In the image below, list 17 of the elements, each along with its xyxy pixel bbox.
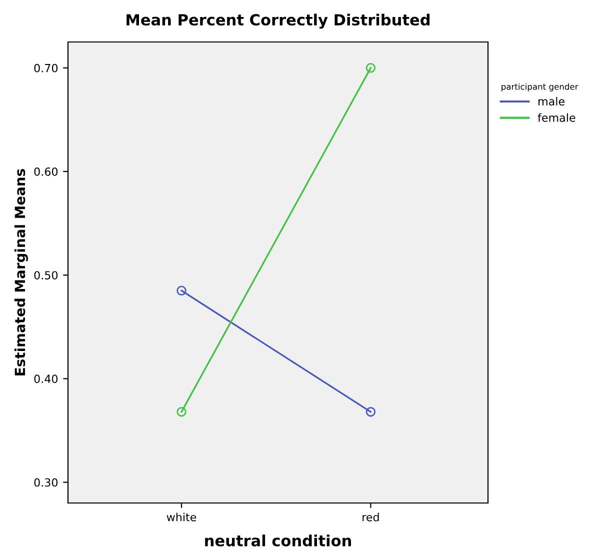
x-tick-label: white: [166, 512, 196, 522]
point: [176, 406, 186, 417]
x-axis-title: neutral condition: [205, 534, 351, 546]
point: [366, 63, 376, 73]
y-tick-label: 0.40: [34, 374, 58, 384]
point: [366, 406, 376, 417]
legend-label: male: [538, 96, 564, 106]
legend-label: female: [538, 113, 576, 122]
y-tick-label: 0.70: [34, 64, 58, 72]
x-tick-label: red: [362, 512, 379, 522]
y-tick-label: 0.50: [34, 271, 58, 280]
legend-title: participant gender: [502, 83, 578, 92]
y-tick-label: 0.60: [34, 167, 58, 176]
y-tick-label: 0.30: [34, 478, 58, 487]
point: [176, 286, 186, 296]
chart-title: Mean Percent Correctly Distributed: [126, 14, 430, 29]
y-axis-title: Estimated Marginal Means: [14, 169, 28, 376]
